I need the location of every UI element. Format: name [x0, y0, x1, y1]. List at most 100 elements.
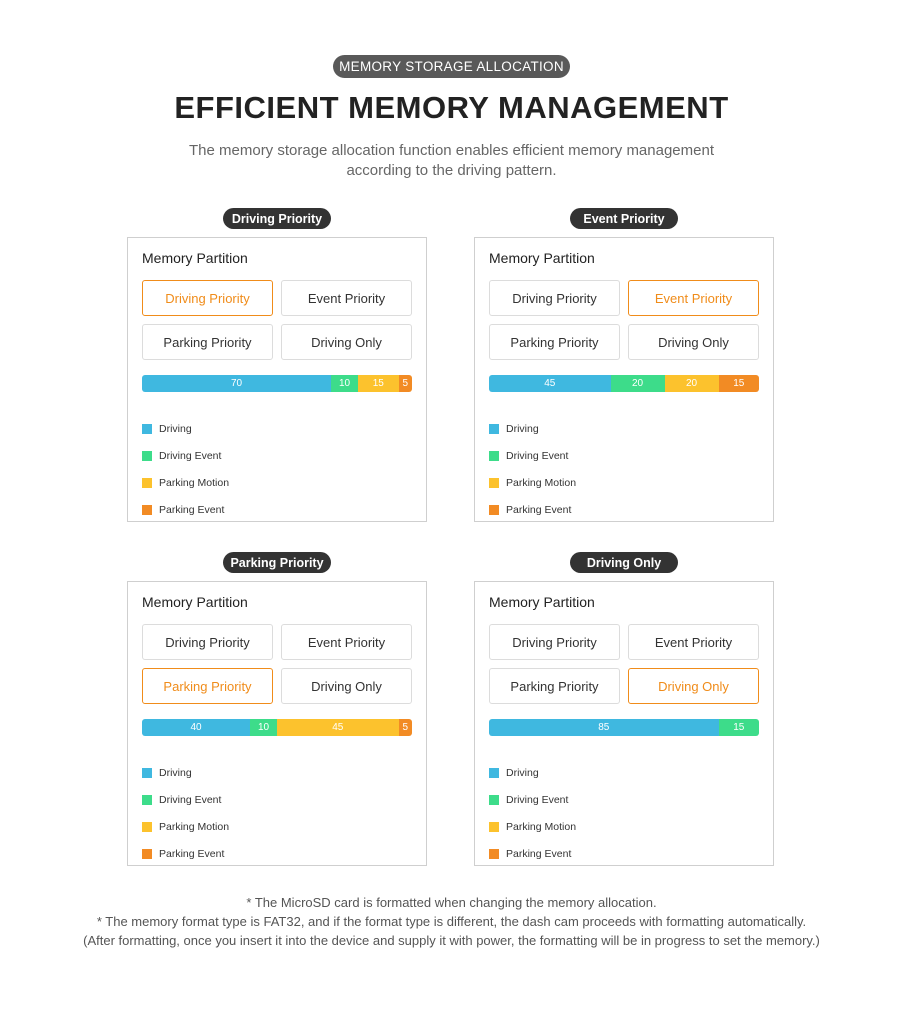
- legend-label: Driving: [506, 422, 539, 435]
- legend-item-parking-motion: Parking Motion: [489, 813, 576, 840]
- legend-item-parking-event: Parking Event: [489, 496, 576, 523]
- legend-item-parking-motion: Parking Motion: [489, 469, 576, 496]
- card-title: Memory Partition: [489, 250, 595, 266]
- segment-parking-event: 5: [398, 719, 412, 736]
- option-event-priority[interactable]: Event Priority: [281, 624, 412, 660]
- option-event-priority[interactable]: Event Priority: [628, 280, 759, 316]
- legend-label: Parking Event: [159, 847, 225, 860]
- option-driving-only[interactable]: Driving Only: [628, 324, 759, 360]
- subtitle-line-1: The memory storage allocation function e…: [189, 142, 714, 159]
- legend-label: Driving: [159, 766, 192, 779]
- swatch-driving-event: [142, 450, 152, 461]
- legend-item-driving-event: Driving Event: [489, 786, 576, 813]
- swatch-parking-event: [142, 848, 152, 859]
- option-driving-priority[interactable]: Driving Priority: [142, 280, 273, 316]
- legend-item-parking-event: Parking Event: [489, 840, 576, 867]
- swatch-parking-motion: [489, 477, 499, 488]
- legend-item-driving: Driving: [142, 415, 229, 442]
- page-title: EFFICIENT MEMORY MANAGEMENT: [174, 90, 729, 125]
- segment-driving: 70: [142, 375, 331, 392]
- footnote-line-3: (After formatting, once you insert it in…: [83, 933, 820, 948]
- option-driving-only[interactable]: Driving Only: [281, 324, 412, 360]
- option-driving-only[interactable]: Driving Only: [628, 668, 759, 704]
- legend-label: Driving: [506, 766, 539, 779]
- legend-item-parking-event: Parking Event: [142, 496, 229, 523]
- swatch-parking-motion: [142, 477, 152, 488]
- card-title: Memory Partition: [489, 594, 595, 610]
- legend-item-driving: Driving: [489, 759, 576, 786]
- partition-card: Memory Partition Driving Priority Event …: [474, 237, 774, 522]
- segment-driving: 45: [489, 375, 611, 392]
- option-parking-priority[interactable]: Parking Priority: [489, 668, 620, 704]
- legend-item-parking-motion: Parking Motion: [142, 469, 229, 496]
- legend-label: Parking Event: [506, 503, 572, 516]
- swatch-parking-event: [142, 504, 152, 515]
- swatch-driving-event: [142, 794, 152, 805]
- swatch-parking-motion: [489, 821, 499, 832]
- swatch-parking-event: [489, 504, 499, 515]
- legend-item-parking-motion: Parking Motion: [142, 813, 229, 840]
- segment-driving-event: 10: [250, 719, 277, 736]
- option-event-priority[interactable]: Event Priority: [281, 280, 412, 316]
- segment-driving-event: 10: [331, 375, 358, 392]
- option-driving-priority[interactable]: Driving Priority: [142, 624, 273, 660]
- section-badge: MEMORY STORAGE ALLOCATION: [333, 55, 570, 78]
- legend-item-driving-event: Driving Event: [489, 442, 576, 469]
- swatch-driving-event: [489, 794, 499, 805]
- legend-label: Parking Motion: [159, 476, 230, 489]
- legend: Driving Driving Event Parking Motion Par…: [142, 759, 229, 867]
- segment-parking-event: 15: [718, 375, 759, 392]
- option-driving-priority[interactable]: Driving Priority: [489, 624, 620, 660]
- legend-item-parking-event: Parking Event: [142, 840, 229, 867]
- swatch-driving: [142, 423, 152, 434]
- card-title: Memory Partition: [142, 594, 248, 610]
- segment-parking-motion: 45: [277, 719, 399, 736]
- allocation-bar: 70 10 15 5: [142, 375, 412, 392]
- legend-label: Parking Event: [506, 847, 572, 860]
- legend-label: Driving Event: [159, 793, 222, 806]
- segment-parking-motion: 20: [664, 375, 719, 392]
- legend: Driving Driving Event Parking Motion Par…: [142, 415, 229, 523]
- partition-card: Memory Partition Driving Priority Event …: [127, 581, 427, 866]
- legend: Driving Driving Event Parking Motion Par…: [489, 759, 576, 867]
- option-event-priority[interactable]: Event Priority: [628, 624, 759, 660]
- legend-label: Parking Motion: [506, 820, 577, 833]
- allocation-bar: 45 20 20 15: [489, 375, 759, 392]
- option-parking-priority[interactable]: Parking Priority: [142, 324, 273, 360]
- swatch-parking-motion: [142, 821, 152, 832]
- segment-parking-motion: 15: [358, 375, 399, 392]
- subtitle-line-2: according to the driving pattern.: [346, 162, 557, 179]
- legend-item-driving: Driving: [142, 759, 229, 786]
- allocation-bar: 85 15: [489, 719, 759, 736]
- legend-label: Driving Event: [159, 449, 222, 462]
- footnote-line-2: * The memory format type is FAT32, and i…: [96, 914, 807, 929]
- card-title: Memory Partition: [142, 250, 248, 266]
- legend-item-driving-event: Driving Event: [142, 442, 229, 469]
- card-label-driving-priority: Driving Priority: [223, 208, 331, 229]
- segment-driving-event: 15: [718, 719, 759, 736]
- option-parking-priority[interactable]: Parking Priority: [489, 324, 620, 360]
- segment-driving: 40: [142, 719, 250, 736]
- option-driving-only[interactable]: Driving Only: [281, 668, 412, 704]
- legend-label: Parking Motion: [506, 476, 577, 489]
- page-subtitle: The memory storage allocation function e…: [0, 141, 903, 181]
- allocation-bar: 40 10 45 5: [142, 719, 412, 736]
- option-driving-priority[interactable]: Driving Priority: [489, 280, 620, 316]
- legend-label: Driving Event: [506, 449, 569, 462]
- segment-driving: 85: [489, 719, 719, 736]
- swatch-driving: [489, 767, 499, 778]
- legend: Driving Driving Event Parking Motion Par…: [489, 415, 576, 523]
- swatch-driving: [489, 423, 499, 434]
- legend-item-driving-event: Driving Event: [142, 786, 229, 813]
- legend-label: Parking Motion: [159, 820, 230, 833]
- partition-card: Memory Partition Driving Priority Event …: [474, 581, 774, 866]
- card-label-event-priority: Event Priority: [570, 208, 678, 229]
- legend-item-driving: Driving: [489, 415, 576, 442]
- footnote-line-1: * The MicroSD card is formatted when cha…: [246, 895, 657, 910]
- swatch-driving: [142, 767, 152, 778]
- partition-card: Memory Partition Driving Priority Event …: [127, 237, 427, 522]
- swatch-driving-event: [489, 450, 499, 461]
- legend-label: Driving Event: [506, 793, 569, 806]
- segment-parking-event: 5: [398, 375, 412, 392]
- option-parking-priority[interactable]: Parking Priority: [142, 668, 273, 704]
